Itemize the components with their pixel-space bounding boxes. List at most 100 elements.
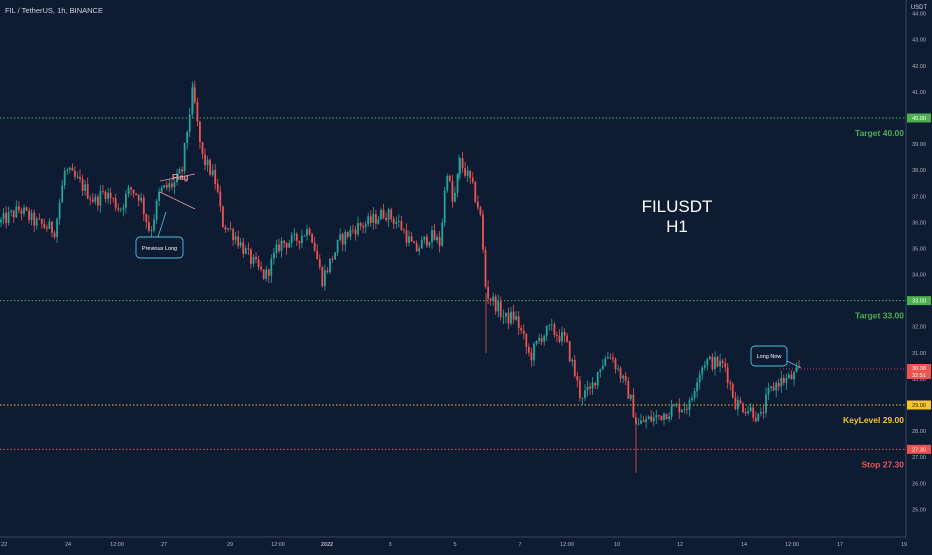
candle-body xyxy=(232,229,234,240)
candle-body xyxy=(658,415,660,416)
price-tick-label: 36.00 xyxy=(912,220,926,226)
candle-body xyxy=(171,183,173,188)
candle-body xyxy=(66,169,69,171)
level-price-tag-text: 40.00 xyxy=(912,116,926,122)
candle-body xyxy=(734,397,737,410)
candle-body xyxy=(142,197,145,215)
candle-body xyxy=(122,207,125,210)
candle-body xyxy=(311,234,313,243)
candle-body xyxy=(137,194,140,201)
candle-body xyxy=(693,391,696,398)
time-tick-label: 29 xyxy=(227,542,233,548)
candle-body xyxy=(545,325,548,336)
candle-body xyxy=(385,218,387,220)
candle-body xyxy=(318,259,321,267)
candle-body xyxy=(629,394,632,399)
candle-body xyxy=(719,360,721,367)
candle-body xyxy=(275,244,278,253)
candle-body xyxy=(441,222,444,246)
candle-body xyxy=(201,142,204,155)
candle-body xyxy=(782,377,785,383)
candle-body xyxy=(247,248,250,250)
candle-body xyxy=(655,415,658,418)
candle-body xyxy=(229,228,232,230)
price-tick-label: 37.00 xyxy=(912,194,926,200)
candle-body xyxy=(227,228,229,230)
currency-label: USDT xyxy=(911,5,928,11)
candle-body xyxy=(280,240,283,251)
level-label-keylevel: KeyLevel 29.00 xyxy=(843,415,904,425)
candle-body xyxy=(497,301,500,312)
candle-body xyxy=(234,236,237,241)
candle-body xyxy=(619,368,622,379)
candle-body xyxy=(0,219,2,223)
price-tick-label: 26.00 xyxy=(912,481,926,487)
price-tick-label: 42.00 xyxy=(912,64,926,70)
price-tick-label: 28.00 xyxy=(912,429,926,435)
candle-body xyxy=(109,192,112,199)
horizontal-levels: Target 40.00 Target 33.00 KeyLevel 29.00 St… xyxy=(0,117,906,469)
price-axis-panel[interactable] xyxy=(906,0,932,550)
level-label-target: Target 40.00 xyxy=(855,128,904,138)
candle-body xyxy=(607,357,609,359)
candle-body xyxy=(703,365,706,368)
candle-body xyxy=(548,324,551,326)
candle-body xyxy=(522,330,525,335)
candle-body xyxy=(420,239,423,249)
candle-body xyxy=(58,202,61,219)
candle-body xyxy=(798,367,800,368)
candle-body xyxy=(369,216,372,223)
candle-body xyxy=(663,413,665,421)
candle-body xyxy=(71,167,74,171)
candle-body xyxy=(357,222,359,235)
candle-body xyxy=(724,363,727,368)
candle-body xyxy=(56,218,58,238)
candle-body xyxy=(683,408,686,410)
candle-body xyxy=(313,242,316,251)
candle-body xyxy=(780,377,783,387)
candle-body xyxy=(772,386,775,391)
candle-body xyxy=(341,234,344,245)
candle-body xyxy=(563,332,566,336)
candle-body xyxy=(7,212,10,224)
time-tick-label: 24 xyxy=(65,542,71,548)
candle-body xyxy=(222,206,224,228)
candle-body xyxy=(102,191,104,192)
candles xyxy=(0,80,800,473)
candle-body xyxy=(68,167,71,170)
candle-body xyxy=(377,219,380,224)
last-price-value: 30.38 xyxy=(912,366,926,372)
candle-body xyxy=(673,405,676,407)
candle-body xyxy=(479,207,482,215)
candle-body xyxy=(632,394,635,418)
candle-body xyxy=(793,372,795,380)
candle-body xyxy=(426,236,428,246)
candle-body xyxy=(586,386,589,391)
time-tick-label: 14 xyxy=(741,542,747,548)
candle-body xyxy=(568,341,571,362)
candle-body xyxy=(186,131,189,143)
candle-body xyxy=(61,185,64,203)
candle-body xyxy=(216,184,219,192)
candle-body xyxy=(132,189,135,194)
price-tick-label: 39.00 xyxy=(912,142,926,148)
candle-body xyxy=(744,412,747,414)
candle-body xyxy=(742,403,744,413)
candle-body xyxy=(599,369,602,372)
level-price-tag-text: 27.30 xyxy=(912,447,926,453)
candle-body xyxy=(405,230,408,243)
candle-body xyxy=(293,233,296,236)
candle-body xyxy=(2,212,5,220)
candle-body xyxy=(795,367,798,372)
candle-body xyxy=(617,368,619,370)
price-tick-label: 35.00 xyxy=(912,247,926,253)
candle-body xyxy=(364,224,367,228)
candle-body xyxy=(517,316,520,328)
candle-body xyxy=(219,191,222,207)
candle-body xyxy=(94,196,97,202)
candle-body xyxy=(461,158,464,169)
